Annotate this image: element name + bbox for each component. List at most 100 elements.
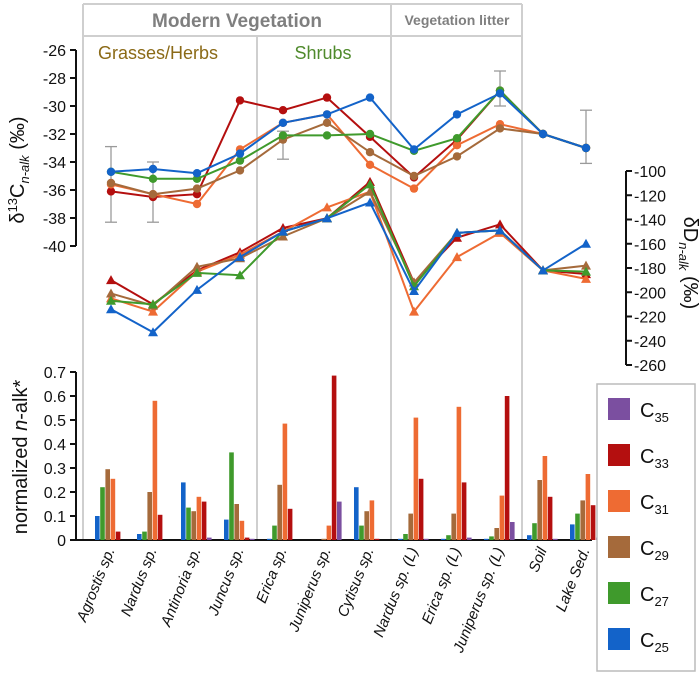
dd-point-c25	[452, 227, 462, 237]
dd-lines	[106, 176, 591, 337]
d13c-point-c25	[495, 89, 505, 98]
d13c-point-c27	[452, 134, 462, 143]
legend-label-sub: 33	[654, 456, 668, 471]
d13c-lines	[106, 86, 591, 209]
legend-label-base: C	[640, 538, 654, 560]
norm-tick-label: 0.1	[44, 509, 66, 526]
legend-label-c31: C31	[640, 492, 669, 517]
d13c-point-c31	[409, 184, 419, 193]
dd-point-c27	[365, 179, 375, 189]
legend-label-sub: 31	[654, 502, 668, 517]
section-frames	[82, 3, 523, 540]
d13c-point-c29	[365, 148, 375, 157]
bar-c27	[575, 513, 580, 540]
dd-point-c25	[192, 284, 202, 294]
bar-c27	[359, 525, 364, 540]
d13c-line-c25	[110, 92, 587, 175]
norm-tick-label: 0.7	[44, 365, 66, 382]
legend-swatch-c27	[608, 582, 630, 604]
bar-c31	[282, 423, 288, 540]
d13c-point-c27	[322, 131, 332, 140]
bar-c31	[110, 478, 116, 540]
bar-c31	[499, 495, 505, 540]
legend-label-c33: C33	[640, 446, 669, 471]
d13c-point-c29	[495, 124, 505, 133]
bar-c35	[510, 522, 515, 540]
bar-c27	[532, 523, 537, 540]
dd-point-c27	[581, 266, 591, 276]
category-label: Erica sp. (L)	[419, 545, 465, 626]
legend-label-c25: C25	[640, 630, 669, 655]
d13c-point-c25	[148, 164, 158, 174]
bar-c35	[207, 537, 212, 540]
legend-label-base: C	[640, 584, 654, 606]
dd-tick-label: -240	[634, 334, 666, 351]
category-label: Juncus sp.	[205, 545, 248, 619]
bar-c31	[239, 520, 245, 540]
d13c-tick-label: -30	[43, 99, 66, 116]
bar-c25	[137, 534, 142, 540]
bar-c35	[553, 538, 558, 540]
dd-point-c25	[409, 286, 419, 296]
bar-c29	[537, 480, 542, 540]
bar-c25	[267, 538, 272, 540]
d13c-point-c25	[322, 110, 332, 119]
d13c-point-c29	[452, 152, 462, 161]
legend-label-c29: C29	[640, 538, 669, 563]
bar-c33	[331, 375, 337, 540]
d13c-point-c31	[192, 199, 202, 209]
bar-c33	[547, 496, 553, 540]
category-label: Nardus sp.	[118, 545, 161, 619]
legend-label-base: C	[640, 630, 654, 652]
d13c-tick-label: -40	[43, 239, 66, 256]
dd-point-c27	[192, 267, 202, 277]
group-label-shrubs: Shrubs	[294, 43, 351, 63]
bar-c29	[234, 504, 239, 540]
d13c-point-c29	[106, 178, 116, 188]
bar-c27	[229, 452, 234, 540]
d13c-line-c31	[110, 113, 587, 206]
d13c-point-c25	[409, 145, 419, 154]
category-label: Cytisus sp.	[334, 545, 377, 619]
d13c-point-c29	[409, 171, 419, 181]
norm-tick-label: 0.4	[44, 437, 66, 454]
category-label: Erica sp.	[253, 545, 291, 605]
bar-c35	[337, 501, 342, 540]
bar-c25	[484, 538, 489, 540]
bar-c33	[418, 478, 424, 540]
bar-c31	[369, 500, 375, 540]
bar-c27	[186, 507, 191, 540]
bar-c33	[115, 531, 121, 540]
dd-tick-label: -160	[634, 237, 666, 254]
dd-point-c25	[538, 265, 548, 275]
legend-label-base: C	[640, 400, 654, 422]
d13c-line-c27	[110, 89, 587, 180]
d13c-tick-label: -34	[43, 155, 66, 172]
legend-label-c35: C35	[640, 400, 669, 425]
d13c-point-c31	[365, 160, 375, 169]
category-label: Agrostis sp.	[73, 545, 118, 625]
bar-c25	[224, 519, 229, 540]
legend-label-sub: 29	[654, 548, 668, 563]
bar-c25	[354, 487, 359, 540]
bar-c29	[364, 511, 369, 540]
dd-point-c25	[148, 327, 158, 337]
d13c-tick-label: -28	[43, 71, 66, 88]
legend-label-sub: 25	[654, 640, 668, 655]
d13c-point-c25	[538, 129, 548, 139]
dd-point-c29	[581, 260, 591, 270]
bar-c29	[105, 469, 110, 540]
dd-tick-label: -180	[634, 261, 666, 278]
dd-line-c25	[110, 201, 587, 334]
dd-label-main: δD	[679, 217, 699, 243]
legend-swatch-c35	[608, 398, 630, 420]
d13c-label-sub: n-alk	[17, 154, 32, 184]
d13c-label-c: C	[7, 184, 29, 198]
legend-box	[596, 383, 696, 672]
d13c-point-c29	[235, 166, 245, 175]
dd-point-c31	[322, 202, 332, 212]
bar-c27	[142, 531, 147, 540]
d13c-point-c25	[278, 118, 288, 128]
